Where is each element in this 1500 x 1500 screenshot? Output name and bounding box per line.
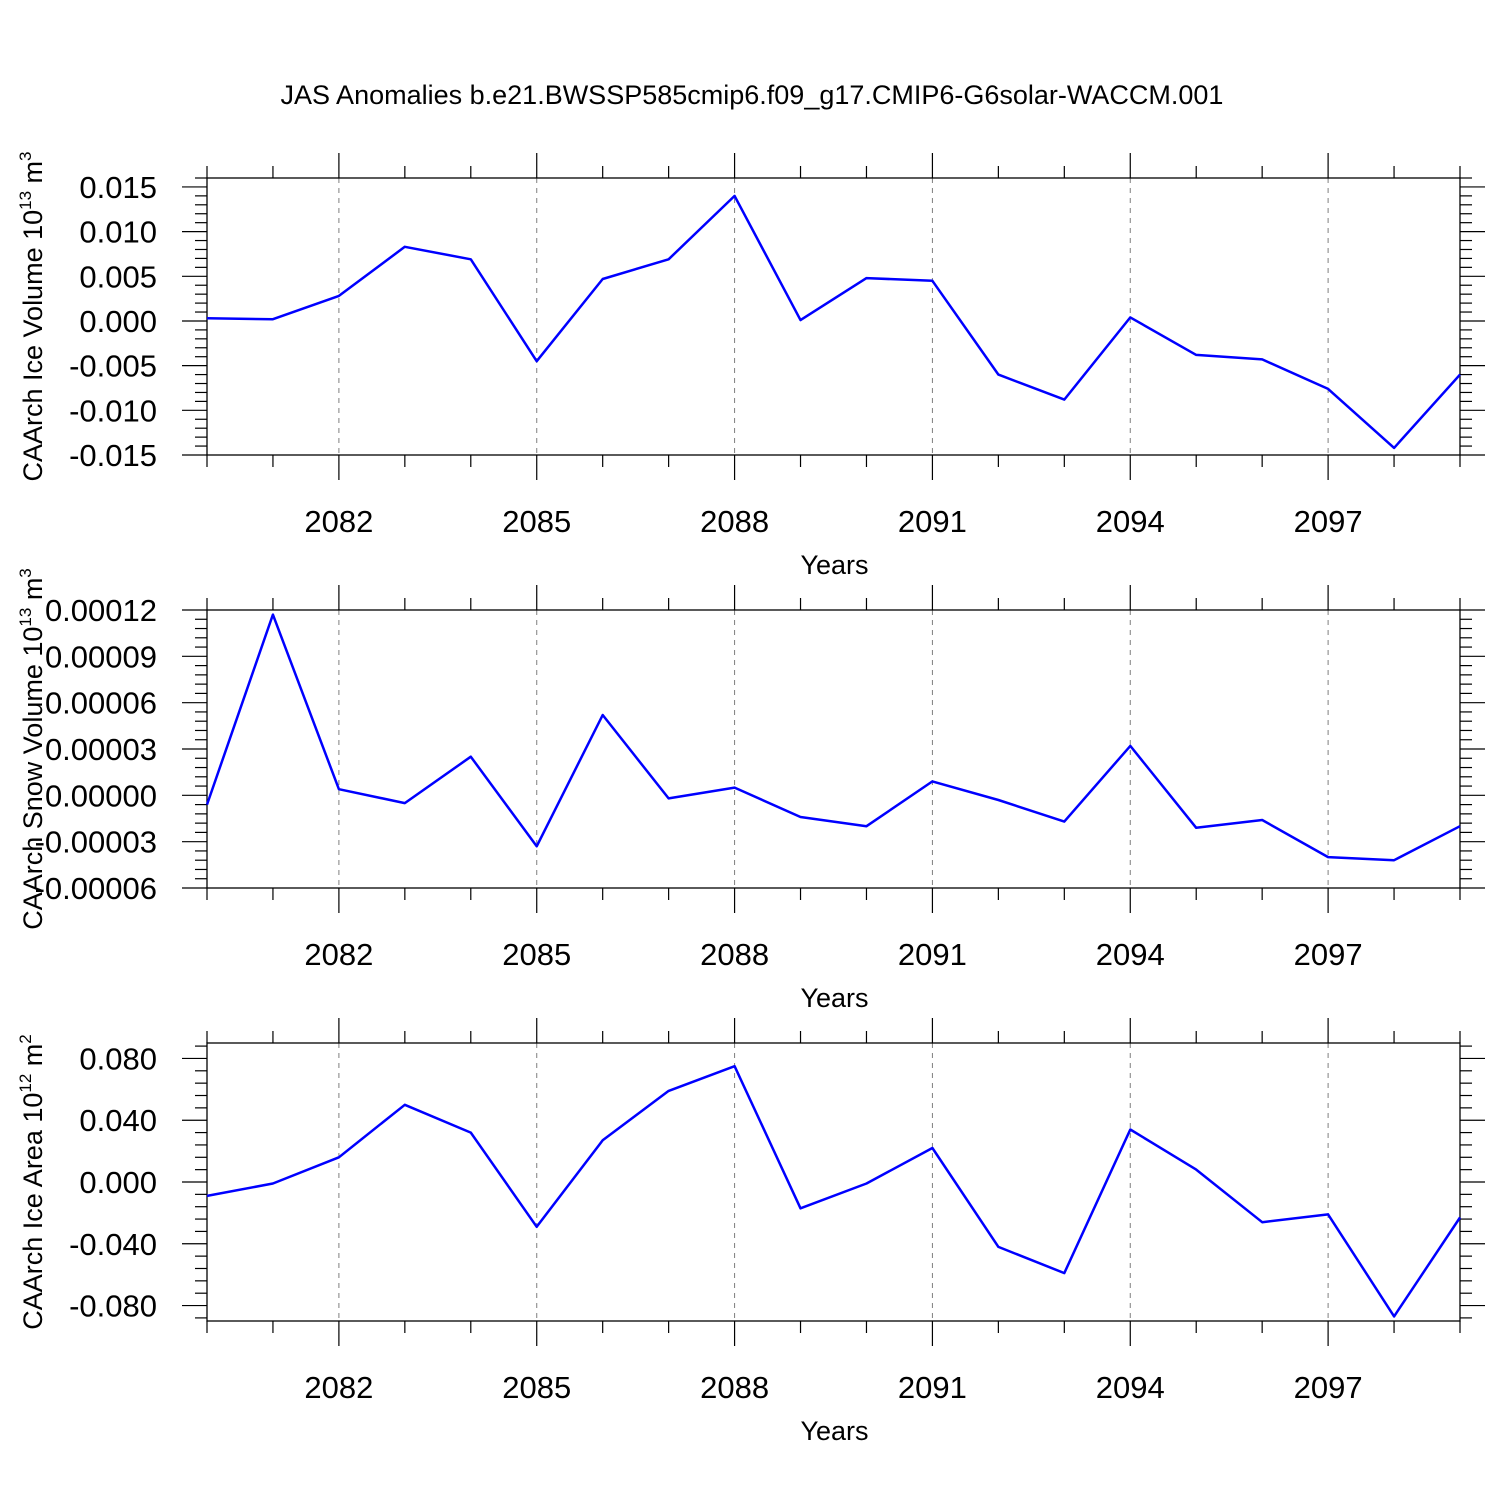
y-tick-label: -0.015	[69, 438, 157, 473]
x-tick-label: 2088	[700, 937, 769, 972]
x-tick-label: 2088	[700, 1370, 769, 1405]
y-tick-label: 0.015	[79, 170, 157, 205]
series-line	[205, 613, 1461, 862]
x-tick-label: 2082	[304, 504, 373, 539]
x-tick-label: 2094	[1096, 937, 1165, 972]
x-tick-label: 2097	[1294, 504, 1363, 539]
series-line	[206, 194, 1461, 450]
x-tick-label: 2085	[502, 504, 571, 539]
x-tick-label: 2085	[502, 1370, 571, 1405]
y-axis-label-unit: m	[18, 1044, 48, 1074]
x-tick-label: 2085	[502, 937, 571, 972]
y-tick-label: -0.00006	[35, 871, 157, 906]
y-axis-label: CAArch Snow Volume 1013 m3	[16, 568, 48, 930]
x-tick-label: 2082	[304, 1370, 373, 1405]
x-tick-label: 2091	[898, 937, 967, 972]
chart-title: JAS Anomalies b.e21.BWSSP585cmip6.f09_g1…	[281, 80, 1224, 110]
y-tick-label: 0.00009	[45, 639, 157, 674]
y-axis-label-text: CAArch Ice Volume 10	[18, 210, 48, 482]
y-tick-label: -0.010	[69, 393, 157, 428]
y-tick-label: -0.005	[69, 349, 157, 384]
x-axis-label: Years	[800, 1416, 868, 1446]
y-tick-label: -0.040	[69, 1227, 157, 1262]
x-tick-label: 2094	[1096, 504, 1165, 539]
y-tick-label: 0.00006	[45, 686, 157, 721]
x-tick-label: 2091	[898, 1370, 967, 1405]
y-tick-label: 0.010	[79, 215, 157, 250]
y-tick-label: 0.040	[79, 1103, 157, 1138]
y-axis-label-exponent: 13	[16, 608, 35, 627]
x-tick-label: 2088	[700, 504, 769, 539]
y-axis-label-unit: m	[18, 161, 48, 191]
y-tick-label: 0.000	[79, 1165, 157, 1200]
x-tick-label: 2097	[1294, 937, 1363, 972]
y-tick-label: -0.080	[69, 1289, 157, 1324]
y-axis-label-unit-exponent: 3	[16, 568, 35, 577]
x-tick-label: 2094	[1096, 1370, 1165, 1405]
y-axis-label-unit-exponent: 3	[16, 151, 35, 160]
x-tick-label: 2091	[898, 504, 967, 539]
x-tick-label: 2082	[304, 937, 373, 972]
y-tick-label: 0.000	[79, 304, 157, 339]
y-tick-label: -0.00003	[35, 825, 157, 860]
x-tick-label: 2097	[1294, 1370, 1363, 1405]
y-axis-label: CAArch Ice Volume 1013 m3	[16, 151, 48, 481]
y-axis-label-exponent: 12	[16, 1074, 35, 1093]
panel-1: 2082 2085 2088 2091 2094 2097 Years -0.015 -0.01…	[16, 151, 1485, 580]
y-tick-label: 0.005	[79, 259, 157, 294]
plot-frame	[206, 177, 1461, 456]
y-tick-label: 0.00000	[45, 778, 157, 813]
y-axis-label-exponent: 13	[16, 191, 35, 210]
y-tick-label: 0.00003	[45, 732, 157, 767]
x-axis-label: Years	[800, 983, 868, 1013]
y-tick-label: 0.080	[79, 1041, 157, 1076]
series-line	[206, 1064, 1462, 1318]
y-axis-label-text: CAArch Ice Area 10	[18, 1093, 48, 1330]
y-axis-label: CAArch Ice Area 1012 m2	[16, 1034, 48, 1330]
y-axis-label-unit-exponent: 2	[16, 1034, 35, 1043]
panel-3: 2082 2085 2088 2091 2094 2097 Years -0.080 -0.04…	[16, 1018, 1485, 1446]
panel-2: 2082 2085 2088 2091 2094 2097 Years -0.00006 -0.…	[16, 568, 1485, 1013]
y-axis-label-text: CAArch Snow Volume 10	[18, 627, 48, 930]
y-axis-label-unit: m	[18, 578, 48, 608]
y-tick-label: 0.00012	[45, 593, 157, 628]
x-axis-label: Years	[800, 550, 868, 580]
